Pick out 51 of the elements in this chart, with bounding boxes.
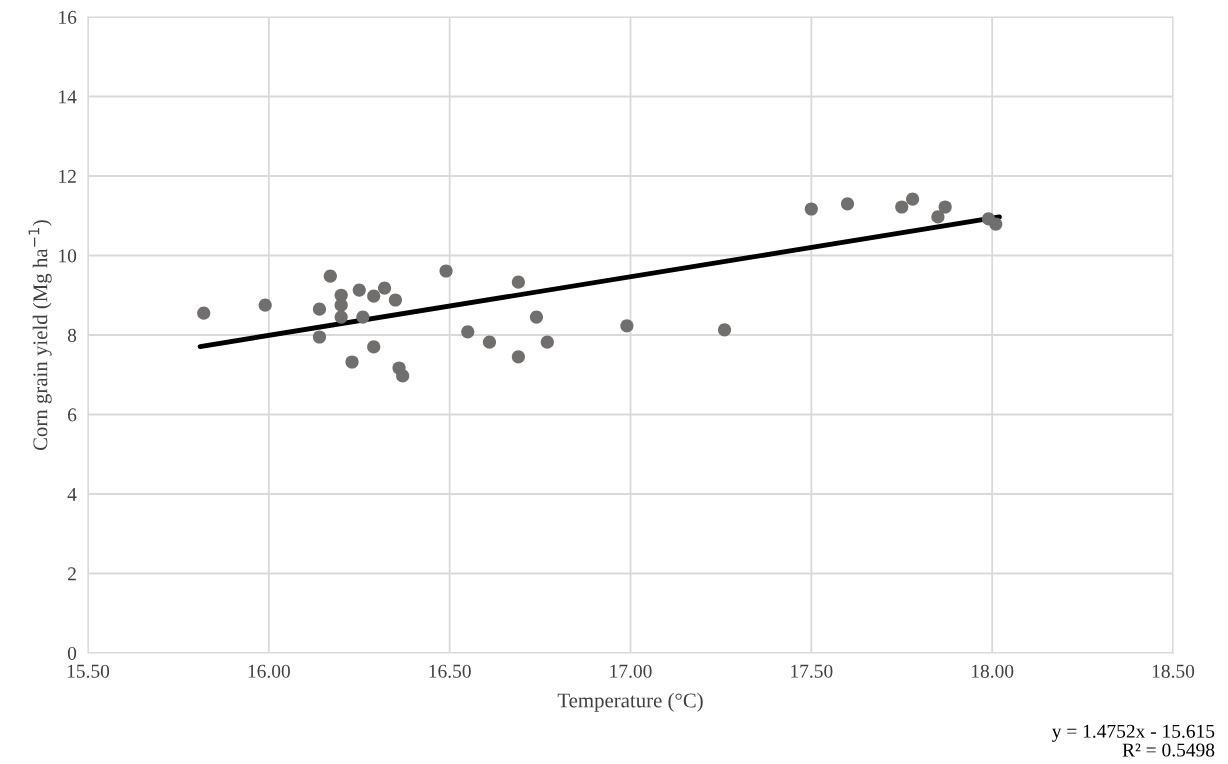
y-tick-label: 0 xyxy=(67,646,77,660)
point xyxy=(620,319,634,333)
x-tick-label: 15.50 xyxy=(67,664,110,678)
point xyxy=(482,335,497,349)
point xyxy=(352,283,366,297)
point xyxy=(396,369,410,383)
point xyxy=(312,302,327,316)
point xyxy=(334,310,348,324)
x-tick-label: 16.00 xyxy=(248,664,290,678)
point xyxy=(461,325,475,339)
point xyxy=(511,275,525,289)
point xyxy=(388,293,402,307)
point xyxy=(439,264,453,278)
point xyxy=(906,192,920,206)
y-tick-label: 8 xyxy=(67,328,77,342)
point xyxy=(938,200,952,214)
point xyxy=(989,217,1003,231)
y-axis-title: Corn grain yield (Mg ha$^{−1}$) xyxy=(28,220,52,451)
point xyxy=(197,306,211,320)
x-tick-label: 16.50 xyxy=(429,664,471,678)
x-tick-label: 17.50 xyxy=(791,664,833,678)
point xyxy=(511,350,525,364)
x-tick-label: 17.00 xyxy=(610,664,652,678)
point xyxy=(931,210,945,224)
x-axis-title: Temperature (°C) xyxy=(557,692,703,712)
point xyxy=(323,269,337,283)
x-tick-label: 18.00 xyxy=(972,664,1014,678)
y-tick-label: 2 xyxy=(68,567,76,581)
point xyxy=(529,310,544,324)
x-tick-label: 18.50 xyxy=(1152,664,1195,678)
text: y = 1.4752x - 15.615 xyxy=(1051,724,1215,742)
y-tick-label: 16 xyxy=(59,10,77,24)
y-tick-label: 6 xyxy=(68,408,77,422)
y-tick-label: 14 xyxy=(59,90,77,104)
point xyxy=(334,298,348,312)
text: R² = 0.5498 xyxy=(1122,743,1215,757)
point xyxy=(312,330,327,344)
point xyxy=(367,289,381,303)
point xyxy=(345,355,359,369)
point xyxy=(258,298,272,312)
y-tick-label: 4 xyxy=(67,487,77,501)
point xyxy=(840,197,855,211)
y-tick-label: 10 xyxy=(59,249,77,263)
point xyxy=(717,323,732,337)
point xyxy=(367,340,381,354)
point xyxy=(804,202,818,216)
point xyxy=(377,281,392,295)
point xyxy=(895,200,909,214)
point xyxy=(540,335,554,349)
y-tick-label: 12 xyxy=(59,169,76,183)
point xyxy=(356,310,370,324)
